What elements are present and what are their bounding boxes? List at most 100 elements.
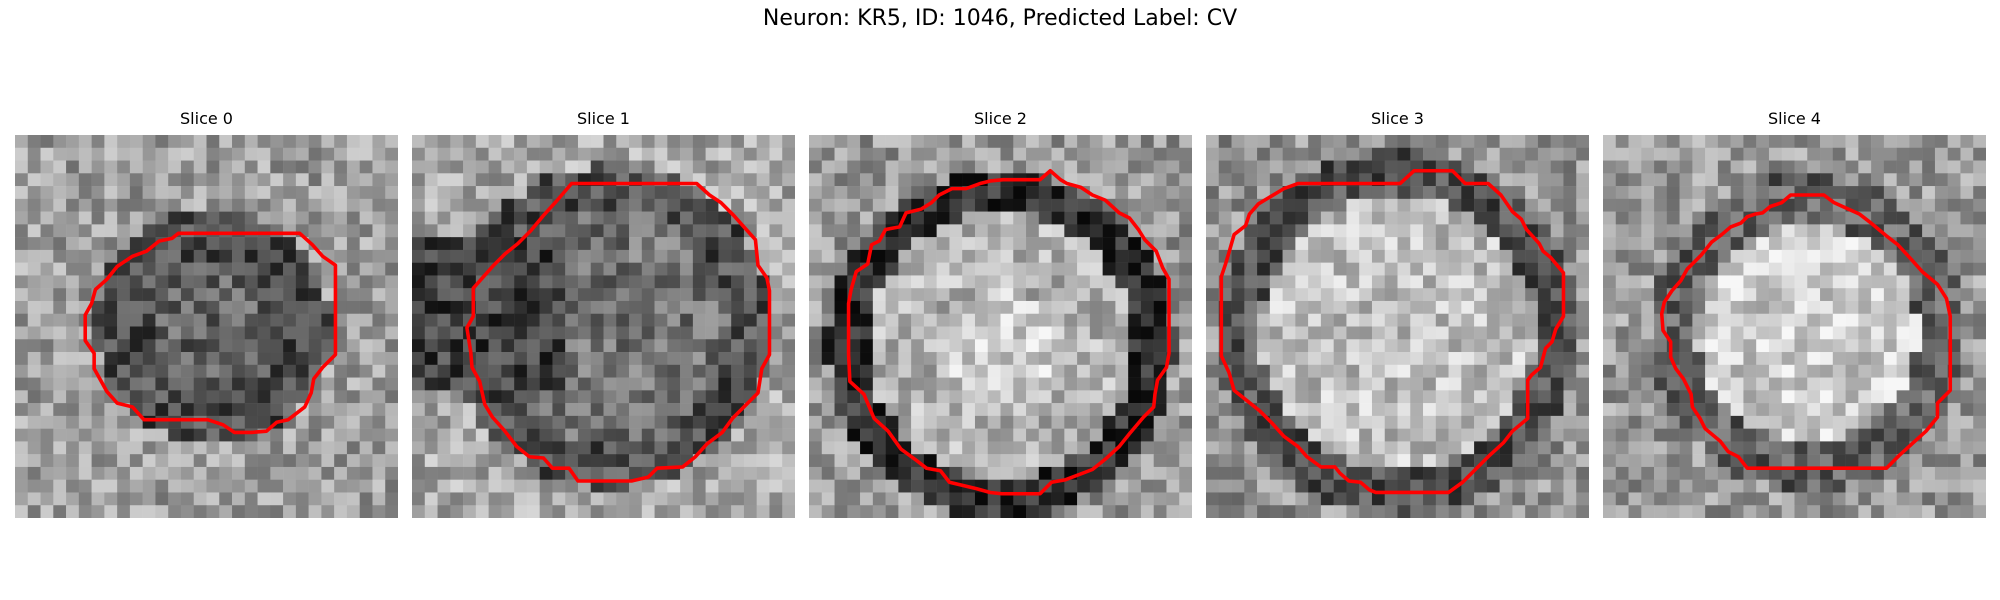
pixel <box>104 505 118 518</box>
pixel <box>1628 415 1642 429</box>
pixel <box>104 288 118 302</box>
pixel <box>1807 135 1821 149</box>
pixel <box>1115 479 1129 493</box>
pixel <box>385 186 398 200</box>
pixel <box>91 186 105 200</box>
pixel <box>1820 326 1834 340</box>
pixel <box>692 211 706 225</box>
pixel <box>962 249 976 263</box>
pixel <box>885 275 899 289</box>
pixel <box>1089 262 1103 276</box>
pixel <box>1474 300 1488 314</box>
pixel <box>1231 249 1245 263</box>
pixel <box>1794 403 1808 417</box>
pixel <box>1128 313 1142 327</box>
pixel <box>1038 198 1052 212</box>
pixel <box>718 377 732 391</box>
pixel <box>1883 339 1897 353</box>
pixel <box>1896 224 1910 238</box>
pixel <box>885 466 899 480</box>
pixel <box>1922 300 1936 314</box>
pixel <box>1269 313 1283 327</box>
pixel <box>885 300 899 314</box>
pixel <box>1794 186 1808 200</box>
pixel <box>872 288 886 302</box>
pixel <box>1883 492 1897 506</box>
pixel <box>1781 288 1795 302</box>
pixel <box>372 326 386 340</box>
pixel <box>898 135 912 149</box>
pixel <box>1832 390 1846 404</box>
pixel <box>1654 173 1668 187</box>
pixel <box>501 224 515 238</box>
pixel <box>1435 147 1449 161</box>
pixel <box>514 275 528 289</box>
pixel <box>53 211 67 225</box>
pixel <box>1461 326 1475 340</box>
pixel <box>1244 160 1258 174</box>
pixel <box>1922 237 1936 251</box>
pixel <box>603 454 617 468</box>
pixel <box>1730 428 1744 442</box>
pixel <box>1896 147 1910 161</box>
pixel <box>616 300 630 314</box>
pixel <box>1308 186 1322 200</box>
pixel <box>1641 339 1655 353</box>
pixel <box>1140 352 1154 366</box>
pixel <box>769 415 783 429</box>
pixel <box>1384 186 1398 200</box>
pixel <box>1115 339 1129 353</box>
pixel <box>1756 262 1770 276</box>
pixel <box>860 173 874 187</box>
pixel <box>1807 160 1821 174</box>
pixel <box>1781 173 1795 187</box>
pixel <box>142 147 156 161</box>
pixel <box>718 339 732 353</box>
pixel <box>1026 466 1040 480</box>
pixel <box>424 147 438 161</box>
pixel <box>1512 505 1526 518</box>
pixel <box>1384 364 1398 378</box>
pixel <box>1474 505 1488 518</box>
pixel <box>1576 390 1589 404</box>
pixel <box>1153 173 1167 187</box>
pixel <box>872 403 886 417</box>
pixel <box>1166 173 1180 187</box>
pixel <box>577 364 591 378</box>
pixel <box>27 479 41 493</box>
pixel <box>1807 313 1821 327</box>
pixel <box>1756 224 1770 238</box>
pixel <box>1206 505 1220 518</box>
pixel <box>1654 147 1668 161</box>
pixel <box>1320 415 1334 429</box>
pixel <box>257 288 271 302</box>
pixel <box>1140 492 1154 506</box>
pixel <box>117 377 131 391</box>
pixel <box>1832 492 1846 506</box>
pixel <box>1563 313 1577 327</box>
pixel <box>1679 339 1693 353</box>
pixel <box>1525 492 1539 506</box>
pixel <box>1038 300 1052 314</box>
pixel <box>1346 275 1360 289</box>
pixel <box>117 147 131 161</box>
pixel <box>1486 339 1500 353</box>
pixel <box>321 198 335 212</box>
pixel <box>911 415 925 429</box>
pixel <box>577 288 591 302</box>
pixel <box>821 135 835 149</box>
pixel <box>1320 352 1334 366</box>
pixel <box>514 339 528 353</box>
pixel <box>514 237 528 251</box>
pixel <box>437 300 451 314</box>
pixel <box>1218 160 1232 174</box>
pixel <box>295 326 309 340</box>
pixel <box>1537 224 1551 238</box>
pixel <box>1486 364 1500 378</box>
pixel <box>219 135 233 149</box>
pixel <box>475 492 489 506</box>
cell-contour <box>1219 168 1566 495</box>
pixel <box>1743 454 1757 468</box>
pixel <box>1960 313 1974 327</box>
pixel <box>1038 275 1052 289</box>
